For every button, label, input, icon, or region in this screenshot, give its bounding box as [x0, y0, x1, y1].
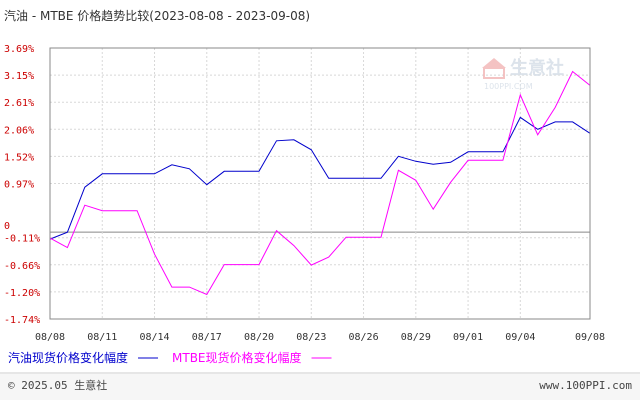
x-tick-label: 08/08	[35, 332, 65, 343]
y-tick-label: 3.69%	[4, 44, 34, 55]
footer-url: www.100PPI.com	[539, 379, 632, 392]
x-tick-label: 08/17	[192, 332, 222, 343]
watermark-text: 生意社	[510, 57, 564, 79]
y-tick-label: 0	[4, 221, 10, 232]
y-axis-ticks: 3.69% 3.15% 2.61% 2.06% 1.52% 0.97% 0 -0.11% -0.…	[4, 44, 40, 326]
x-tick-label: 09/04	[505, 332, 535, 343]
x-axis-ticks: 08/08 08/11 08/14 08/17 08/20 08/23 08/26 08/29…	[35, 332, 605, 343]
y-tick-label: 1.52%	[4, 152, 34, 163]
watermark-house-body	[483, 67, 505, 79]
y-tick-label: -1.20%	[4, 288, 40, 299]
x-tick-label: 08/23	[296, 332, 326, 343]
watermark-subtext: 100PPI.COM	[484, 82, 533, 91]
x-tick-label: 08/29	[401, 332, 431, 343]
series-line-2	[49, 70, 591, 296]
legend-label-1: 汽油现货价格变化幅度	[8, 350, 128, 365]
legend-label-2: MTBE现货价格变化幅度	[172, 350, 302, 365]
chart-title: 汽油 - MTBE 价格趋势比较(2023-08-08 - 2023-09-08…	[4, 8, 310, 23]
y-tick-label: 3.15%	[4, 71, 34, 82]
footer-background	[0, 374, 640, 400]
watermark-house-icon	[482, 58, 506, 68]
y-tick-label: 2.06%	[4, 125, 34, 136]
plot-border	[49, 47, 591, 320]
watermark-logo: 生意社 100PPI.COM	[482, 57, 564, 91]
y-tick-label: 0.97%	[4, 180, 34, 191]
y-tick-label: -1.74%	[4, 315, 40, 326]
y-tick-label: -0.66%	[4, 261, 40, 272]
x-tick-label: 08/14	[139, 332, 169, 343]
x-tick-label: 09/01	[453, 332, 483, 343]
x-tick-label: 08/26	[348, 332, 378, 343]
series-line-1	[49, 116, 591, 240]
series-lines	[49, 70, 591, 296]
x-tick-label: 08/20	[244, 332, 274, 343]
legend: 汽油现货价格变化幅度 MTBE现货价格变化幅度	[8, 350, 332, 365]
x-tick-label: 08/11	[87, 332, 117, 343]
y-tick-label: -0.11%	[4, 234, 40, 245]
y-tick-label: 2.61%	[4, 98, 34, 109]
footer-copyright: © 2025.05 生意社	[8, 378, 107, 392]
x-tick-label: 09/08	[575, 332, 605, 343]
